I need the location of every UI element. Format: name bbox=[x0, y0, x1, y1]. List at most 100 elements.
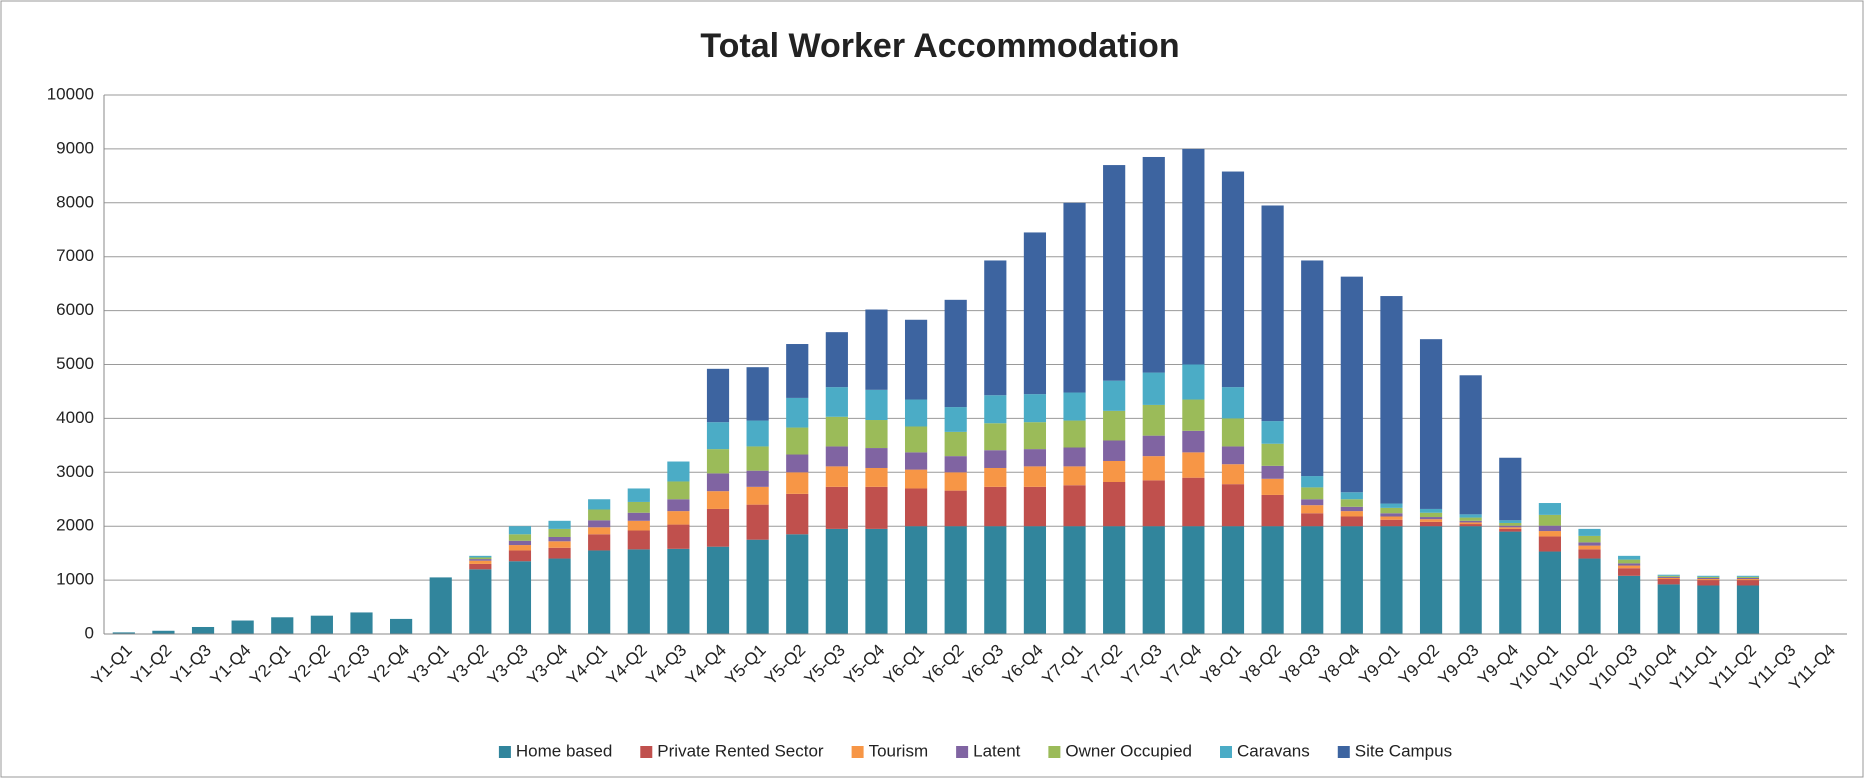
legend-label: Site Campus bbox=[1355, 741, 1452, 760]
legend-swatch bbox=[956, 746, 969, 758]
bar-segment bbox=[1459, 526, 1482, 634]
bar-segment bbox=[627, 530, 650, 550]
bar-segment bbox=[984, 260, 1007, 396]
bar-segment bbox=[1261, 443, 1284, 466]
legend-label: Tourism bbox=[869, 741, 929, 760]
bar-segment bbox=[1459, 522, 1482, 525]
bar-segment bbox=[904, 426, 928, 453]
bar-segment bbox=[667, 481, 690, 500]
bar-segment bbox=[548, 528, 571, 537]
legend-label: Owner Occupied bbox=[1065, 741, 1192, 760]
bar-segment bbox=[1419, 519, 1443, 522]
bar-segment bbox=[667, 461, 690, 482]
bar-segment bbox=[1459, 375, 1482, 515]
bar-segment bbox=[152, 630, 175, 634]
bar-segment bbox=[786, 344, 809, 398]
bar-segment bbox=[1499, 528, 1522, 532]
bar-segment bbox=[786, 472, 809, 494]
bar-segment bbox=[667, 511, 690, 525]
bar-segment bbox=[746, 420, 769, 447]
bar-segment bbox=[1261, 494, 1284, 527]
bar-segment bbox=[1340, 276, 1363, 493]
bar-segment bbox=[1578, 542, 1601, 546]
bar-segment bbox=[469, 559, 492, 561]
bar-segment bbox=[1697, 576, 1720, 578]
bar-segment bbox=[984, 526, 1007, 634]
bar-segment bbox=[746, 539, 769, 634]
bar-segment bbox=[746, 446, 769, 471]
bar-segment bbox=[1182, 364, 1205, 400]
bar-segment bbox=[746, 367, 769, 421]
bar-segment bbox=[429, 577, 452, 634]
bar-segment bbox=[1380, 519, 1403, 527]
bar-segment bbox=[112, 632, 135, 634]
bar-segment bbox=[1301, 505, 1324, 514]
bar-segment bbox=[588, 534, 611, 551]
bar-segment bbox=[1538, 536, 1561, 552]
bar-segment bbox=[1221, 387, 1245, 419]
bar-segment bbox=[984, 395, 1007, 424]
bar-segment bbox=[1221, 484, 1245, 527]
bar-segment bbox=[706, 473, 730, 492]
bar-segment bbox=[627, 488, 650, 502]
bar-segment bbox=[865, 309, 888, 390]
bar-segment bbox=[588, 499, 611, 510]
bar-segment bbox=[865, 467, 888, 487]
bar-segment bbox=[1182, 526, 1205, 634]
bar-segment bbox=[786, 534, 809, 634]
bar-segment bbox=[1340, 526, 1363, 634]
y-tick-label: 5000 bbox=[56, 354, 94, 373]
bar-segment bbox=[1419, 517, 1443, 520]
bar-segment bbox=[1578, 558, 1601, 634]
bar-segment bbox=[310, 615, 333, 634]
bar-segment bbox=[865, 389, 888, 421]
bar-segment bbox=[1657, 575, 1680, 577]
bar-segment bbox=[1380, 296, 1403, 504]
bar-segment bbox=[588, 527, 611, 535]
bar-segment bbox=[548, 541, 571, 548]
bar-segment bbox=[1023, 466, 1047, 487]
bar-segment bbox=[1261, 465, 1284, 479]
bar-segment bbox=[825, 466, 848, 487]
bar-segment bbox=[548, 558, 571, 634]
bar-segment bbox=[786, 454, 809, 473]
bar-segment bbox=[786, 427, 809, 455]
bar-segment bbox=[469, 557, 492, 560]
legend-swatch bbox=[640, 746, 653, 758]
bar-segment bbox=[508, 545, 532, 551]
bar-segment bbox=[1538, 503, 1561, 515]
bar-segment bbox=[1221, 526, 1245, 634]
bar-segment bbox=[984, 467, 1007, 487]
bar-segment bbox=[1023, 422, 1047, 450]
bar-segment bbox=[706, 422, 730, 450]
bar-segment bbox=[825, 387, 848, 417]
bar-segment bbox=[1103, 482, 1126, 527]
bar-segment bbox=[1182, 452, 1205, 478]
bar-segment bbox=[1459, 524, 1482, 527]
bar-segment bbox=[746, 486, 769, 505]
bar-segment bbox=[825, 332, 848, 388]
bar-segment bbox=[1103, 460, 1126, 483]
legend-label: Private Rented Sector bbox=[657, 741, 824, 760]
bar-segment bbox=[944, 407, 967, 432]
bar-segment bbox=[1380, 526, 1403, 634]
bar-segment bbox=[1340, 511, 1363, 517]
bar-segment bbox=[1261, 205, 1284, 422]
bar-segment bbox=[1459, 517, 1482, 521]
y-tick-label: 3000 bbox=[56, 462, 94, 481]
bar-segment bbox=[1301, 487, 1324, 500]
bar-segment bbox=[865, 528, 888, 634]
y-tick-label: 1000 bbox=[56, 570, 94, 589]
bar-segment bbox=[944, 526, 967, 634]
bar-segment bbox=[865, 420, 888, 449]
bar-segment bbox=[588, 550, 611, 634]
bar-segment bbox=[1459, 514, 1482, 518]
bar-segment bbox=[1182, 148, 1205, 365]
bar-segment bbox=[1261, 421, 1284, 444]
bar-segment bbox=[1538, 551, 1561, 634]
bar-segment bbox=[1380, 516, 1403, 520]
bar-segment bbox=[706, 546, 730, 634]
legend-label: Home based bbox=[516, 741, 612, 760]
bar-segment bbox=[1657, 584, 1680, 634]
